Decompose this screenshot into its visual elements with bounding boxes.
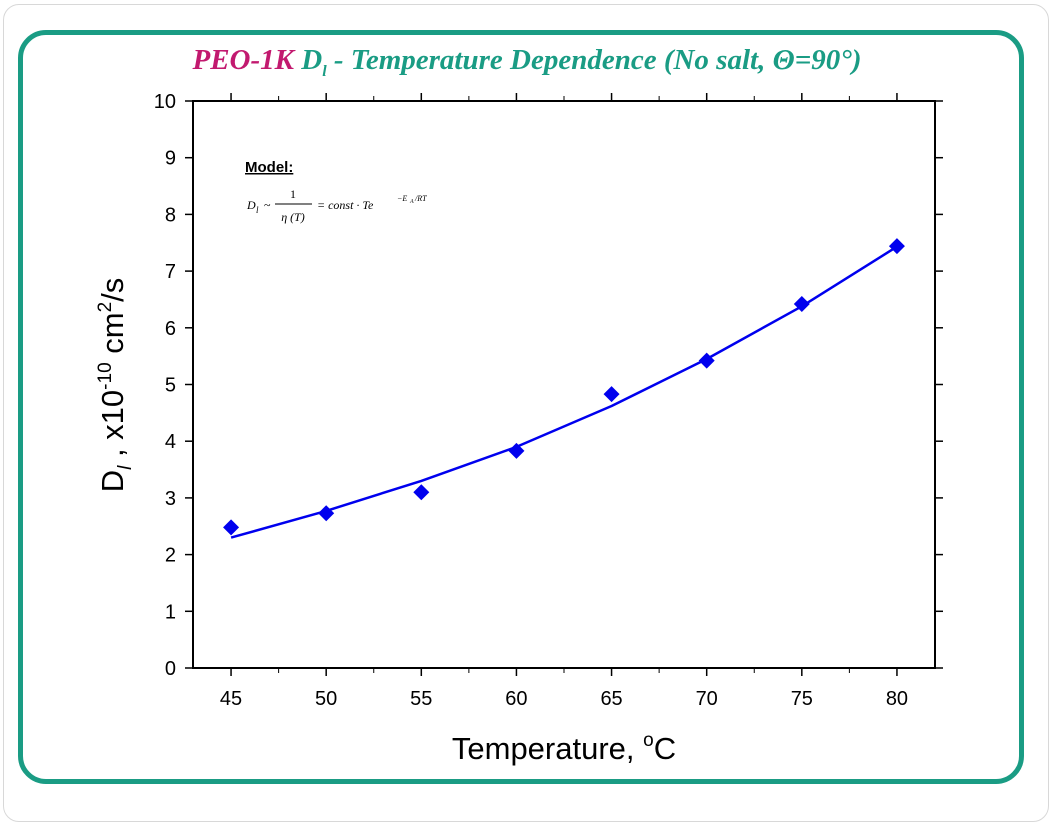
x-tick-label: 60 — [505, 688, 527, 710]
x-tick-label: 55 — [410, 688, 432, 710]
y-tick-labels: 0 1 2 3 4 5 6 7 8 9 10 — [154, 91, 176, 680]
slide-frame — [18, 30, 1024, 784]
x-tick-labels: 45 50 55 60 65 70 75 80 — [220, 688, 908, 710]
y-tick-label: 8 — [165, 204, 176, 226]
formula-numerator: 1 — [290, 187, 296, 201]
formula-lhs-sub: l — [256, 205, 259, 215]
y-tick-label: 9 — [165, 148, 176, 170]
fit-curve — [230, 245, 898, 539]
data-point-diamond — [508, 442, 525, 459]
data-series — [223, 238, 905, 539]
y-tick-label: 7 — [165, 261, 176, 283]
title-rest: - Temperature Dependence (No salt, Θ=90°… — [326, 44, 862, 76]
data-point-diamond — [318, 505, 335, 522]
y-tick-label: 6 — [165, 318, 176, 340]
data-point-diamond — [698, 352, 715, 369]
title-prefix: PEO-1K — [192, 44, 294, 76]
chart-title: PEO-1K Dl - Temperature Dependence (No s… — [0, 44, 1054, 81]
y-tick-label: 10 — [154, 91, 176, 113]
x-tick-label: 50 — [315, 688, 337, 710]
y-axis-title: Dl , x10-10 cm2/s — [95, 278, 136, 493]
formula-tilde: ~ — [264, 198, 271, 212]
data-point-diamond — [888, 238, 905, 255]
formula-exponent-rest: /RT — [414, 194, 427, 203]
formula-lhs: D — [246, 198, 256, 212]
data-point-diamond — [223, 519, 240, 536]
title-symbol: Dl — [301, 44, 327, 80]
formula-rhs: = const · Te — [317, 198, 374, 212]
x-axis-title: Temperature, oC — [452, 730, 676, 766]
plot-area-border — [192, 100, 936, 669]
x-tick-label: 45 — [220, 688, 242, 710]
formula-exponent: −E — [397, 194, 407, 203]
axis-ticks — [185, 93, 943, 676]
y-tick-label: 4 — [165, 431, 176, 453]
data-point-diamond — [413, 484, 430, 501]
formula-exponent-sub: A — [409, 199, 414, 205]
data-point-diamond — [603, 386, 620, 403]
model-heading: Model: — [245, 159, 293, 176]
x-tick-label: 70 — [696, 688, 718, 710]
y-tick-label: 2 — [165, 545, 176, 567]
y-tick-label: 3 — [165, 488, 176, 510]
y-tick-label: 0 — [165, 658, 176, 680]
formula-denominator: η (T) — [281, 210, 305, 224]
x-tick-label: 75 — [791, 688, 813, 710]
data-point-diamond — [793, 295, 810, 312]
x-tick-label: 80 — [886, 688, 908, 710]
y-tick-label: 5 — [165, 375, 176, 397]
y-tick-label: 1 — [165, 601, 176, 623]
x-tick-label: 65 — [600, 688, 622, 710]
model-formula: D l ~ 1 η (T) = const · Te −E A /RT — [246, 187, 427, 224]
